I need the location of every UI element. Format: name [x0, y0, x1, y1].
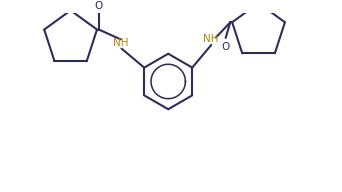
Text: NH: NH: [202, 34, 218, 44]
Text: O: O: [222, 42, 230, 52]
Text: O: O: [95, 1, 103, 11]
Text: NH: NH: [113, 38, 128, 48]
